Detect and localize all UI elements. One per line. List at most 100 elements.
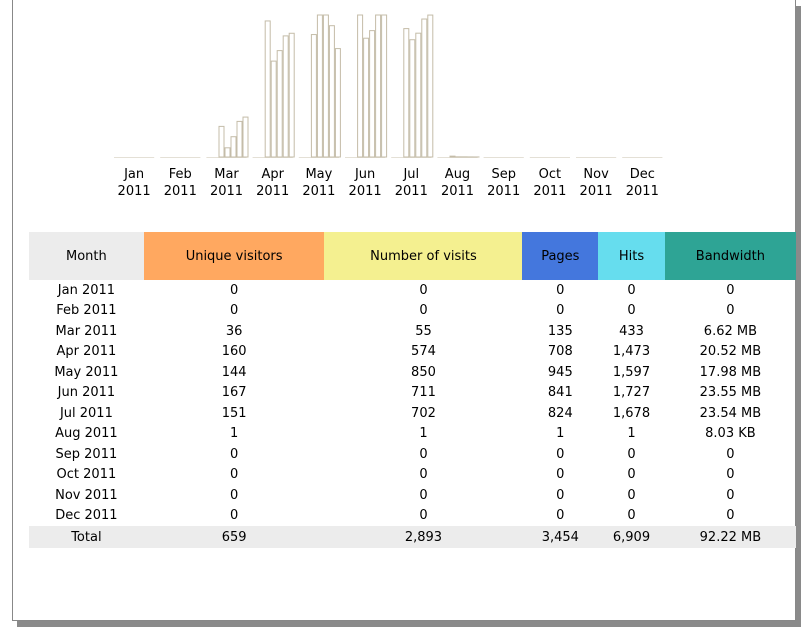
table-cell: 0 [556, 467, 565, 483]
table-cell: 8.03 KB [705, 426, 756, 442]
bar [282, 35, 289, 158]
table-cell: 0 [556, 508, 565, 524]
table-cell: 0 [229, 487, 239, 503]
table-cell: 0 [419, 446, 428, 462]
table-cell: 824 [547, 405, 573, 421]
table-cell: 1 [556, 426, 565, 442]
bar [381, 14, 388, 158]
table-cell: May 2011 [54, 364, 119, 380]
year-label: 2011 [210, 184, 243, 199]
table-row: Sep 2011 0 0 0 0 0 [29, 444, 796, 465]
table-cell: 0 [419, 467, 428, 483]
year-label: 2011 [349, 184, 382, 199]
stats-panel: Jan 2011 Feb 2011 Mar 2011 Apr 2011 May 2011 Jun 20… [12, 0, 796, 621]
bar [375, 14, 382, 158]
bar [236, 120, 243, 158]
table-cell: 0 [229, 508, 239, 524]
table-cell: 0 [419, 303, 428, 319]
table-row: Dec 2011 0 0 0 0 0 [29, 506, 796, 527]
table-cell: Oct 2011 [56, 467, 117, 483]
bar [328, 25, 335, 158]
table-cell: 708 [547, 344, 573, 360]
bar [421, 18, 428, 158]
table-cell: Aug 2011 [55, 426, 118, 442]
table-cell: 1,727 [612, 385, 651, 401]
table-cell: 160 [221, 344, 247, 360]
table-cell: 0 [556, 446, 565, 462]
year-label: 2011 [302, 184, 335, 199]
year-label: 2011 [441, 184, 474, 199]
column-header: Bandwidth [664, 232, 796, 280]
monthly-chart: Jan 2011 Feb 2011 Mar 2011 Apr 2011 May 2011 Jun 20… [114, 14, 663, 199]
month-label: Jan [123, 167, 144, 182]
bar [449, 155, 456, 158]
table-cell: 0 [229, 282, 239, 298]
bar [403, 28, 410, 158]
bar [369, 30, 376, 158]
table-cell: 23.55 MB [699, 385, 762, 401]
monthly-table: Month Unique visitors Number of visits Page… [29, 232, 796, 548]
column-header: Hits [598, 232, 665, 280]
bar [427, 14, 434, 158]
month-label: Oct [539, 167, 561, 182]
table-cell: Mar 2011 [55, 323, 118, 339]
total-cell: 92.22 MB [664, 526, 796, 548]
bar [276, 50, 283, 158]
table-cell: 433 [619, 323, 644, 339]
table-cell: 0 [627, 467, 636, 483]
table-row: Mar 2011 36 55 135 433 6.62 MB [29, 321, 796, 342]
table-cell: 0 [726, 282, 735, 298]
table-cell: 1 [627, 426, 636, 442]
month-label: Jul [402, 167, 419, 182]
total-row: Total 659 2,893 3,454 6,909 92.22 MB [29, 526, 796, 548]
table-cell: 702 [411, 405, 436, 421]
total-cell: 659 [143, 526, 325, 548]
bar [322, 14, 329, 158]
table-cell: Jan 2011 [57, 282, 116, 298]
table-cell: 0 [229, 467, 239, 483]
bar [264, 20, 271, 158]
table-row: Jul 2011 151 702 824 1,678 23.54 MB [29, 403, 796, 424]
table-cell: 20.52 MB [699, 344, 762, 360]
table-cell: 0 [726, 508, 735, 524]
bar [270, 60, 277, 158]
month-label: Nov [583, 167, 609, 182]
table-cell: 574 [411, 344, 436, 360]
table-cell: 23.54 MB [699, 405, 762, 421]
column-header: Month [29, 232, 144, 280]
table-cell: Sep 2011 [55, 446, 118, 462]
table-cell: Nov 2011 [55, 487, 118, 503]
table-cell: 0 [419, 282, 428, 298]
table-cell: 0 [726, 467, 735, 483]
month-label: Dec [630, 167, 655, 182]
month-label: Apr [261, 167, 284, 182]
table-cell: 850 [411, 364, 436, 380]
month-label: May [305, 167, 332, 182]
table-cell: Dec 2011 [55, 508, 118, 524]
table-cell: Feb 2011 [56, 303, 117, 319]
bar [218, 125, 225, 158]
bar [357, 14, 364, 158]
bar [288, 32, 295, 158]
table-row: Oct 2011 0 0 0 0 0 [29, 465, 796, 486]
table-cell: 0 [556, 303, 565, 319]
table-row: Apr 2011 160 574 708 1,473 20.52 MB [29, 342, 796, 363]
table-row: Jun 2011 167 711 841 1,727 23.55 MB [29, 383, 796, 404]
table-cell: Jul 2011 [59, 405, 113, 421]
table-cell: 841 [547, 385, 573, 401]
table-cell: 151 [221, 405, 247, 421]
table-cell: 0 [556, 282, 565, 298]
year-label: 2011 [256, 184, 289, 199]
table-cell: 144 [221, 364, 247, 380]
table-row: May 2011 144 850 945 1,597 17.98 MB [29, 362, 796, 383]
month-label: Mar [214, 167, 239, 182]
year-label: 2011 [118, 184, 151, 199]
month-label: Jun [354, 167, 375, 182]
table-cell: 0 [419, 487, 428, 503]
table-cell: 1 [419, 426, 428, 442]
bar [224, 147, 231, 158]
table-cell: 0 [556, 487, 565, 503]
bar [415, 32, 422, 158]
month-label: Aug [445, 167, 470, 182]
